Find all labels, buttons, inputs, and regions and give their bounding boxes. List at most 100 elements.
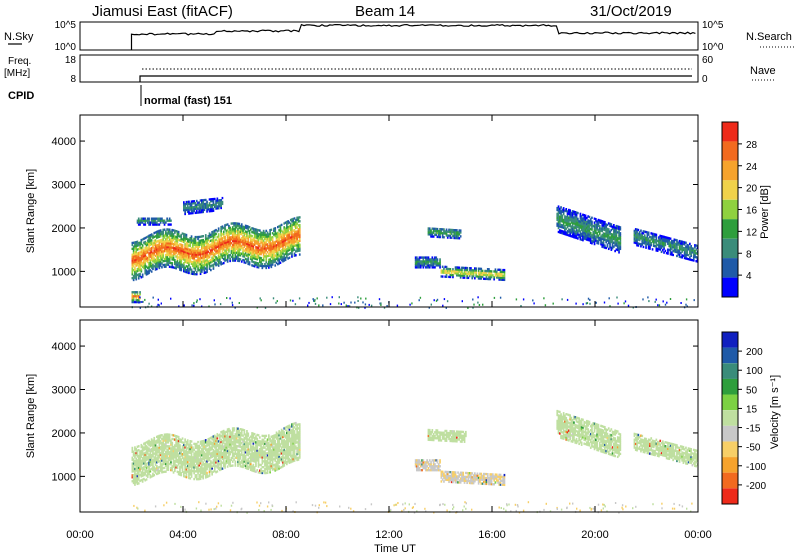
power-cell xyxy=(253,239,256,243)
power-cell xyxy=(421,260,423,263)
power-cell xyxy=(156,265,158,269)
power-cell xyxy=(683,241,686,244)
power-cell xyxy=(181,251,184,255)
power-cell xyxy=(212,197,215,201)
power-cell xyxy=(189,202,192,205)
velocity-cell xyxy=(136,474,139,478)
velocity-cell xyxy=(215,443,217,446)
power-cell xyxy=(235,241,238,245)
power-cell xyxy=(573,236,575,239)
power-cell xyxy=(243,228,246,231)
velocity-cell xyxy=(161,471,163,474)
power-cell xyxy=(134,262,136,266)
power-cell xyxy=(274,234,277,238)
power-cell xyxy=(194,249,197,252)
power-cell xyxy=(582,223,584,226)
power-cell xyxy=(602,220,605,223)
power-cell xyxy=(233,235,235,239)
velocity-cell xyxy=(144,453,147,456)
velocity-cell xyxy=(199,442,202,445)
power-cell xyxy=(569,219,571,222)
power-cell xyxy=(624,300,627,303)
velocity-cell xyxy=(154,457,157,461)
power-cell xyxy=(669,251,672,254)
power-cell xyxy=(234,235,237,239)
nsearch-label: N.Search xyxy=(746,31,792,43)
velocity-cell xyxy=(179,465,181,469)
power-cell xyxy=(262,241,265,244)
power-cell xyxy=(308,301,310,304)
power-cell xyxy=(198,235,201,239)
power-cell xyxy=(602,236,605,239)
power-cell xyxy=(265,261,268,264)
power-cell xyxy=(602,244,605,247)
velocity-cell xyxy=(195,444,198,448)
velocity-cell xyxy=(150,475,153,478)
power-cell xyxy=(574,222,577,226)
velocity-cell xyxy=(211,473,213,476)
power-cell xyxy=(662,241,664,244)
velocity-cell xyxy=(143,477,145,481)
power-cell xyxy=(239,252,242,255)
power-cell xyxy=(168,261,171,265)
power-cell xyxy=(586,222,588,226)
power-cell xyxy=(153,247,156,250)
power-cell xyxy=(179,256,181,260)
velocity-cell xyxy=(210,470,212,473)
power-cell xyxy=(165,257,167,261)
power-cell xyxy=(134,274,136,277)
velocity-cell xyxy=(135,481,138,484)
power-cell xyxy=(171,266,174,269)
power-cell xyxy=(219,203,221,206)
power-cell xyxy=(228,246,230,249)
velocity-cell xyxy=(189,451,192,455)
power-cell xyxy=(584,230,587,233)
power-cell xyxy=(448,275,450,279)
power-cell xyxy=(132,257,135,260)
power-cell xyxy=(149,221,152,224)
velocity-cell xyxy=(161,463,163,466)
power-cell xyxy=(144,221,147,224)
power-cell xyxy=(249,252,252,255)
power-cell xyxy=(660,244,663,248)
power-cell xyxy=(158,241,161,244)
power-cell xyxy=(135,258,138,261)
power-cell xyxy=(430,233,432,236)
power-cell xyxy=(198,241,201,244)
power-cell xyxy=(186,259,189,263)
power-cell xyxy=(274,244,277,248)
power-cell xyxy=(221,225,224,228)
power-cell xyxy=(477,273,480,276)
velocity-cell xyxy=(193,456,195,459)
power-cell xyxy=(193,237,195,241)
power-cell xyxy=(177,252,180,255)
power-cell xyxy=(453,270,456,273)
power-cell xyxy=(636,244,638,247)
power-cell xyxy=(360,297,362,300)
power-cell xyxy=(213,299,215,302)
power-cell xyxy=(175,245,177,248)
power-cell xyxy=(260,253,262,256)
velocity-cell xyxy=(172,447,175,451)
power-cell xyxy=(159,241,162,244)
power-cell xyxy=(503,270,506,274)
velocity-cell xyxy=(225,440,228,443)
power-cell xyxy=(203,269,206,273)
velocity-cell xyxy=(224,444,226,448)
power-cell xyxy=(468,271,471,274)
power-cell xyxy=(556,208,559,212)
power-cell xyxy=(619,243,622,247)
power-cell xyxy=(573,218,575,221)
power-cell xyxy=(587,227,589,230)
velocity-cell xyxy=(167,441,170,444)
power-cell xyxy=(595,229,597,233)
velocity-cell xyxy=(170,451,172,454)
power-cell xyxy=(610,223,613,226)
velocity-cell xyxy=(208,457,211,460)
power-cell xyxy=(668,243,671,246)
power-cell xyxy=(213,235,216,238)
velocity-cell xyxy=(198,462,201,465)
velocity-cell xyxy=(221,461,224,464)
power-cell xyxy=(197,245,199,248)
velocity-cell xyxy=(212,449,215,452)
